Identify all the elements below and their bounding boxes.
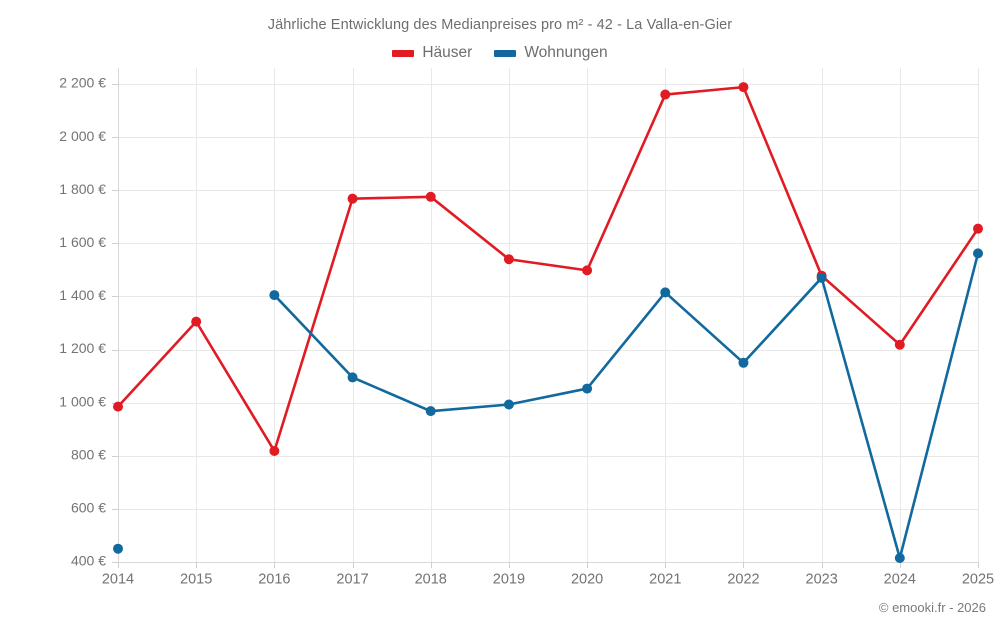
- data-point[interactable]: [894, 553, 905, 564]
- data-point[interactable]: [269, 290, 280, 301]
- gridlines: [118, 68, 979, 563]
- data-point[interactable]: [582, 383, 593, 394]
- x-tick-label: 2019: [493, 572, 525, 588]
- legend-label-wohnungen: Wohnungen: [524, 44, 608, 61]
- x-tick-label: 2017: [336, 572, 368, 588]
- data-point[interactable]: [894, 339, 905, 350]
- y-tick-label: 2 200 €: [59, 75, 106, 91]
- chart-legend: Häuser Wohnungen: [0, 44, 1000, 62]
- x-tick-label: 2014: [102, 572, 134, 588]
- x-tick-label: 2022: [727, 572, 759, 588]
- data-point[interactable]: [582, 265, 593, 276]
- data-point[interactable]: [660, 287, 671, 298]
- x-tick-label: 2015: [180, 572, 212, 588]
- data-point[interactable]: [816, 272, 827, 283]
- y-tick-label: 1 600 €: [59, 234, 106, 250]
- y-axis-tick-labels: 400 € 600 € 800 € 1 000 € 1 200 € 1 400 € 1 60…: [59, 75, 106, 569]
- data-point[interactable]: [738, 357, 749, 368]
- legend-swatch-hauser: [392, 49, 415, 57]
- legend-label-hauser: Häuser: [422, 44, 473, 61]
- x-axis-tick-labels: 2014 2015 2016 2017 2018 2019 2020 2021 2022 2023…: [102, 572, 994, 588]
- data-point[interactable]: [269, 445, 280, 456]
- data-point[interactable]: [347, 193, 358, 204]
- series-hauser: [113, 82, 983, 456]
- data-point[interactable]: [738, 82, 749, 93]
- data-point[interactable]: [973, 248, 983, 259]
- data-point[interactable]: [425, 191, 436, 202]
- legend-item-hauser[interactable]: Häuser: [392, 44, 472, 62]
- data-point[interactable]: [347, 372, 358, 383]
- data-point[interactable]: [660, 89, 671, 100]
- x-tick-label: 2025: [962, 572, 994, 588]
- chart-title: Jährliche Entwicklung des Medianpreises …: [267, 17, 733, 33]
- x-tick-label: 2024: [884, 572, 916, 588]
- data-point[interactable]: [503, 399, 514, 410]
- y-tick-label: 800 €: [71, 446, 106, 462]
- axes: [112, 68, 979, 568]
- series-wohnungen: [113, 248, 983, 564]
- x-tick-label: 2016: [258, 572, 290, 588]
- y-tick-label: 1 800 €: [59, 181, 106, 197]
- data-point[interactable]: [425, 406, 436, 417]
- credit-text: © emooki.fr - 2026: [878, 600, 986, 615]
- x-tick-label: 2018: [415, 572, 447, 588]
- data-point[interactable]: [191, 316, 202, 327]
- data-point[interactable]: [113, 401, 123, 412]
- y-tick-label: 400 €: [71, 553, 106, 569]
- y-tick-label: 600 €: [71, 500, 106, 516]
- data-point[interactable]: [113, 543, 123, 554]
- data-point[interactable]: [503, 254, 514, 265]
- legend-swatch-wohnungen: [494, 49, 517, 57]
- y-tick-label: 1 000 €: [59, 393, 106, 409]
- data-point[interactable]: [973, 223, 983, 234]
- legend-item-wohnungen[interactable]: Wohnungen: [494, 44, 608, 62]
- y-tick-label: 1 200 €: [59, 340, 106, 356]
- y-tick-label: 1 400 €: [59, 287, 106, 303]
- y-tick-label: 2 000 €: [59, 128, 106, 144]
- x-tick-label: 2021: [649, 572, 681, 588]
- x-tick-label: 2020: [571, 572, 603, 588]
- x-tick-label: 2023: [806, 572, 838, 588]
- data-series: [113, 82, 983, 564]
